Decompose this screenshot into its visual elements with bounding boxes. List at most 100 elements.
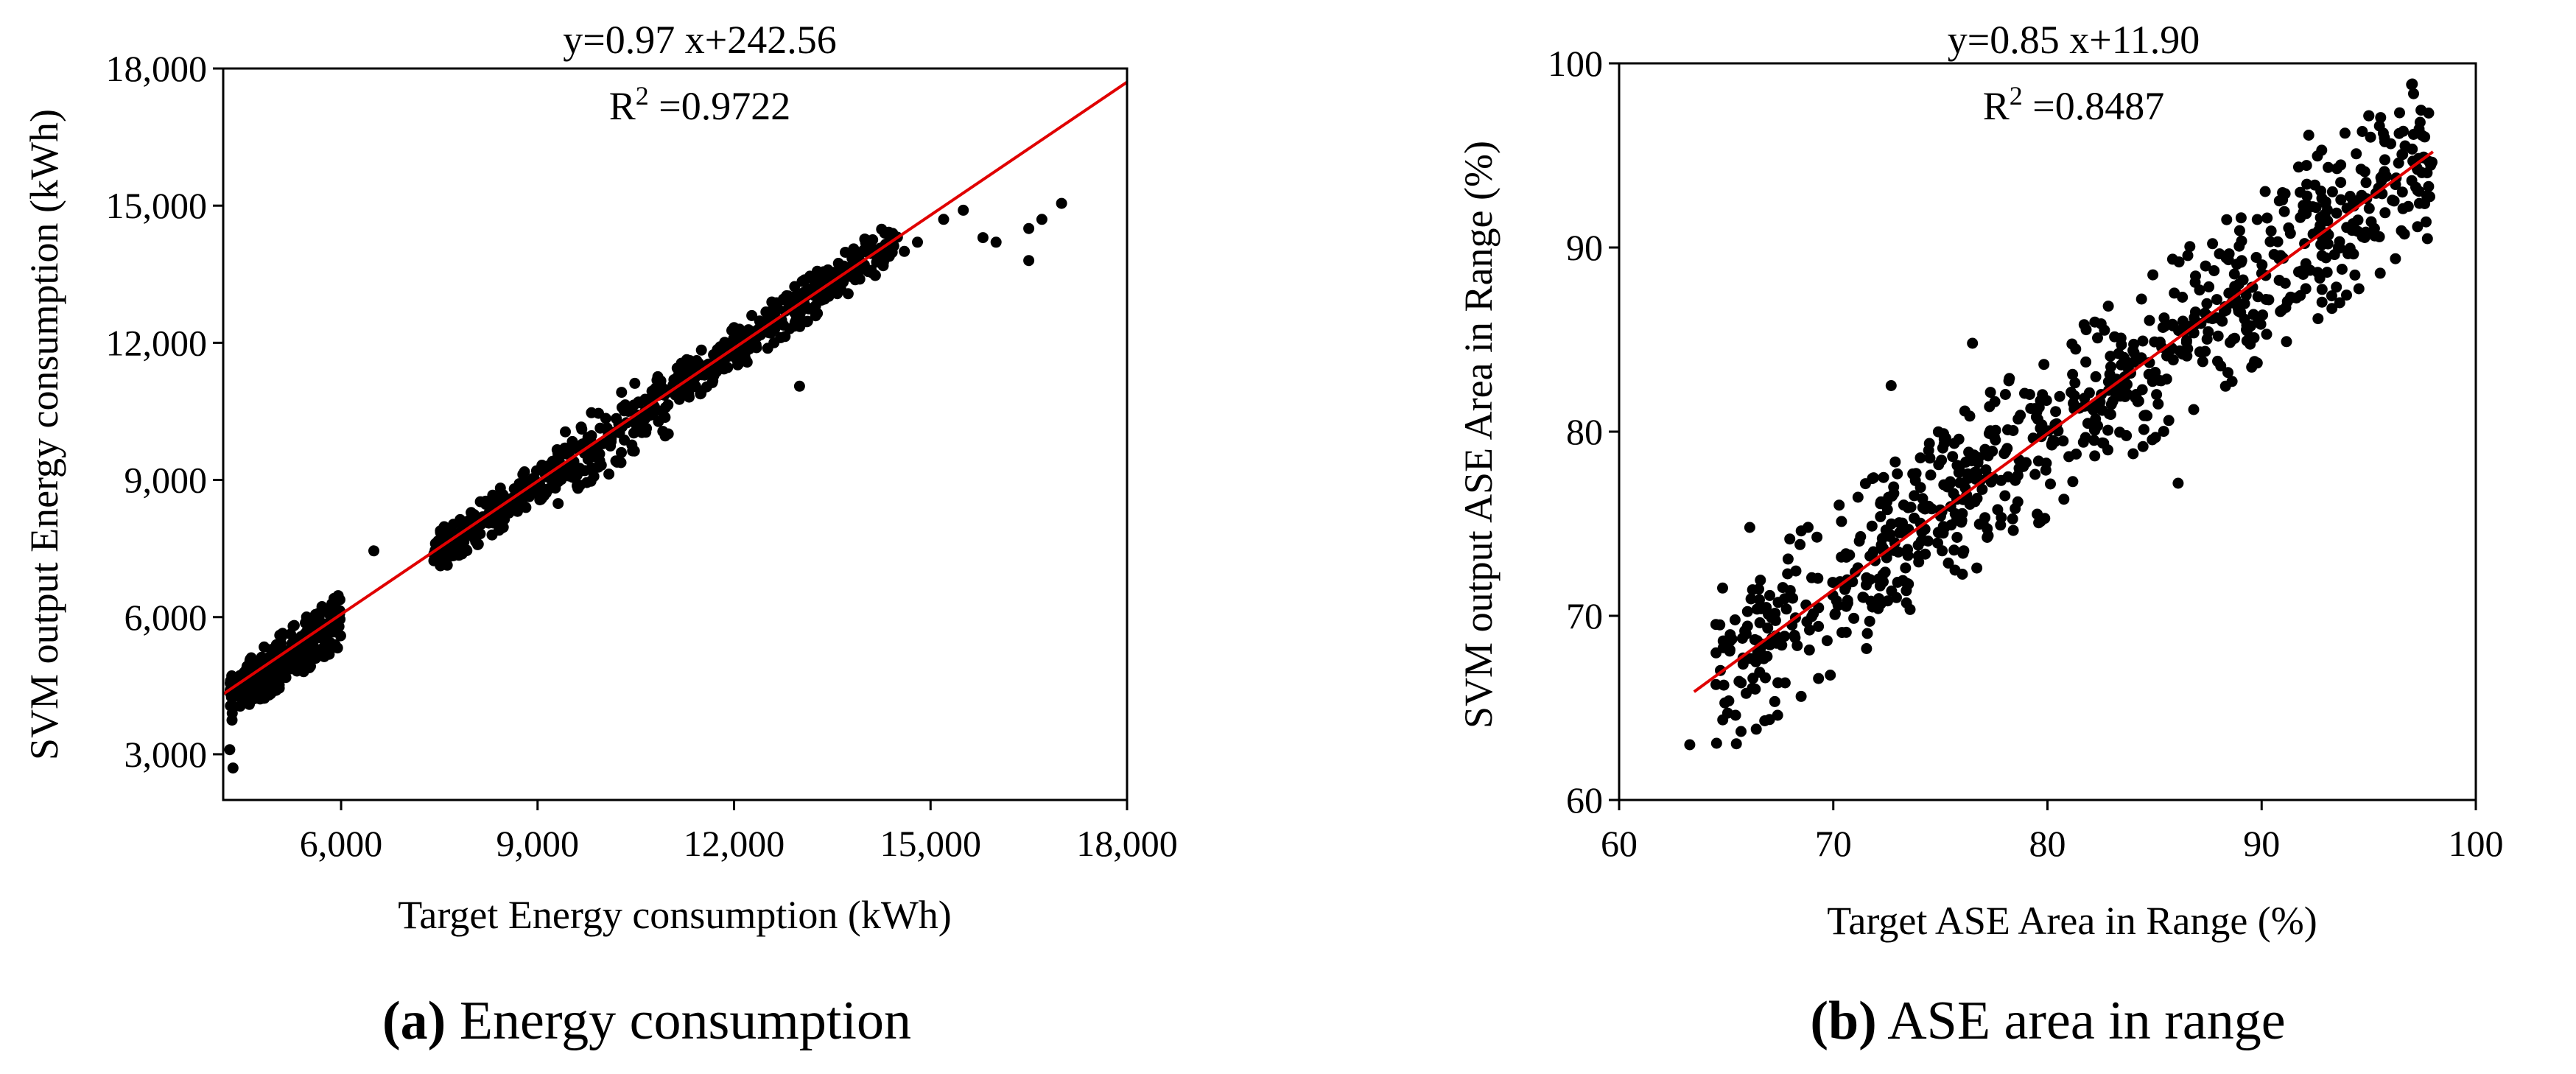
panel-a-point bbox=[848, 243, 860, 255]
panel-b-point bbox=[1853, 536, 1865, 547]
panel-b-point bbox=[2356, 126, 2368, 137]
panel-b-point bbox=[2080, 356, 2092, 368]
panel-b-point bbox=[1772, 677, 1784, 689]
panel-b-point bbox=[2092, 332, 2103, 344]
panel-b-point bbox=[1759, 715, 1771, 726]
panel-a-point bbox=[244, 655, 256, 667]
panel-b-point bbox=[1999, 490, 2011, 502]
panel-a-x-axis: 6,000 9,000 12,000 15,000 18,000 bbox=[300, 800, 1178, 864]
panel-b-point bbox=[1984, 387, 1996, 399]
panel-b-point bbox=[2058, 494, 2070, 505]
panel-b-point bbox=[2068, 390, 2080, 401]
panel-b-point bbox=[2407, 78, 2418, 90]
panel-b-point bbox=[1724, 645, 1736, 657]
panel-b-point bbox=[2323, 161, 2334, 173]
panel-b-point bbox=[2335, 159, 2347, 171]
panel-b-point bbox=[2351, 148, 2362, 160]
panel-b-point bbox=[2105, 361, 2116, 373]
panel-b-point bbox=[1983, 428, 1995, 439]
panel-b-point bbox=[2207, 238, 2219, 250]
panel-b-point bbox=[1902, 544, 1914, 555]
panel-b-point bbox=[1763, 608, 1774, 620]
panel-a-point bbox=[648, 407, 660, 418]
panel-b-point bbox=[1992, 504, 2004, 516]
panel-b-point bbox=[2029, 468, 2041, 480]
panel-b-point bbox=[2316, 296, 2328, 308]
panel-a-point bbox=[977, 232, 989, 244]
panel-a-point bbox=[726, 325, 737, 337]
panel-a-points bbox=[224, 197, 1067, 774]
panel-b-point bbox=[2419, 198, 2431, 209]
panel-a-point bbox=[695, 344, 707, 356]
panel-b-point bbox=[2180, 337, 2192, 348]
panel-b-point bbox=[2379, 166, 2390, 178]
panel-a-x-tick-label: 12,000 bbox=[684, 823, 785, 864]
panel-a-caption-text: Energy consumption bbox=[446, 991, 911, 1051]
panel-b-point bbox=[1780, 603, 1792, 615]
panel-a-point bbox=[508, 502, 520, 514]
panel-b-point bbox=[2231, 259, 2242, 270]
panel-a-point bbox=[497, 522, 509, 533]
panel-a-point bbox=[268, 666, 280, 678]
panel-b-point bbox=[1892, 546, 1904, 558]
panel-b-point bbox=[1892, 577, 1903, 588]
panel-b-point bbox=[2359, 232, 2370, 243]
panel-b-point bbox=[2223, 248, 2235, 260]
panel-b-point bbox=[1998, 448, 2010, 460]
panel-b-point bbox=[2373, 120, 2385, 132]
panel-b-point bbox=[2300, 208, 2312, 220]
panel-b-x-axis-title: Target ASE Area in Range (%) bbox=[1827, 899, 2317, 943]
panel-b-point bbox=[1954, 477, 1965, 488]
panel-b-point bbox=[2217, 315, 2228, 327]
panel-a-point bbox=[789, 320, 800, 332]
panel-a-point bbox=[368, 545, 379, 557]
panel-b-point bbox=[2275, 305, 2287, 316]
panel-a-point bbox=[646, 385, 658, 397]
panel-b-point bbox=[2379, 154, 2390, 166]
panel-b-x-tick-label: 80 bbox=[2029, 823, 2066, 864]
panel-b-point bbox=[1836, 627, 1848, 639]
panel-b-point bbox=[2353, 283, 2365, 295]
panel-b-point bbox=[2331, 207, 2342, 219]
panel-b-point bbox=[1917, 493, 1929, 505]
panel-a-point bbox=[708, 349, 720, 360]
panel-a-r2-prefix: R bbox=[609, 84, 636, 128]
panel-b-point bbox=[1762, 622, 1774, 634]
panel-a-y-tick-label: 6,000 bbox=[124, 597, 208, 638]
panel-b-points bbox=[1684, 78, 2438, 751]
panel-b-point bbox=[2326, 186, 2338, 197]
panel-a-y-tick-label: 3,000 bbox=[124, 734, 208, 775]
panel-b-point bbox=[1803, 644, 1815, 656]
panel-b-point bbox=[2301, 190, 2313, 202]
panel-b-point bbox=[2222, 367, 2233, 379]
panel-b-point bbox=[1933, 459, 1945, 471]
panel-b-point bbox=[2039, 513, 2051, 524]
panel-b-point bbox=[2088, 404, 2099, 416]
panel-b-point bbox=[1813, 673, 1825, 684]
panel-b-point bbox=[2423, 108, 2435, 119]
panel-b-point bbox=[1736, 726, 1747, 737]
panel-b-point bbox=[1882, 595, 1894, 607]
panel-a-point bbox=[323, 641, 335, 653]
panel-b-point bbox=[2342, 248, 2354, 259]
panel-b-point bbox=[2261, 329, 2273, 340]
panel-b-point bbox=[2189, 306, 2201, 318]
panel-b-point bbox=[1710, 647, 1722, 659]
panel-a-point bbox=[746, 309, 758, 321]
panel-b-point bbox=[2021, 457, 2032, 468]
panel-a-point bbox=[796, 275, 808, 287]
panel-b-point bbox=[2035, 422, 2046, 434]
panel-a-point bbox=[257, 692, 269, 704]
panel-b-point bbox=[2200, 345, 2211, 357]
panel-b-point bbox=[2007, 524, 2019, 536]
panel-a-point bbox=[333, 621, 345, 632]
panel-b-point bbox=[2215, 360, 2227, 372]
panel-b-point bbox=[2423, 180, 2435, 192]
panel-b-point bbox=[2012, 413, 2024, 425]
panel-b-point bbox=[1777, 582, 1789, 594]
panel-a-point bbox=[788, 291, 800, 303]
panel-a-x-tick-label: 18,000 bbox=[1076, 823, 1178, 864]
panel-a-point bbox=[329, 592, 340, 604]
panel-b-point bbox=[1719, 697, 1731, 709]
panel-b-point bbox=[2110, 388, 2122, 400]
